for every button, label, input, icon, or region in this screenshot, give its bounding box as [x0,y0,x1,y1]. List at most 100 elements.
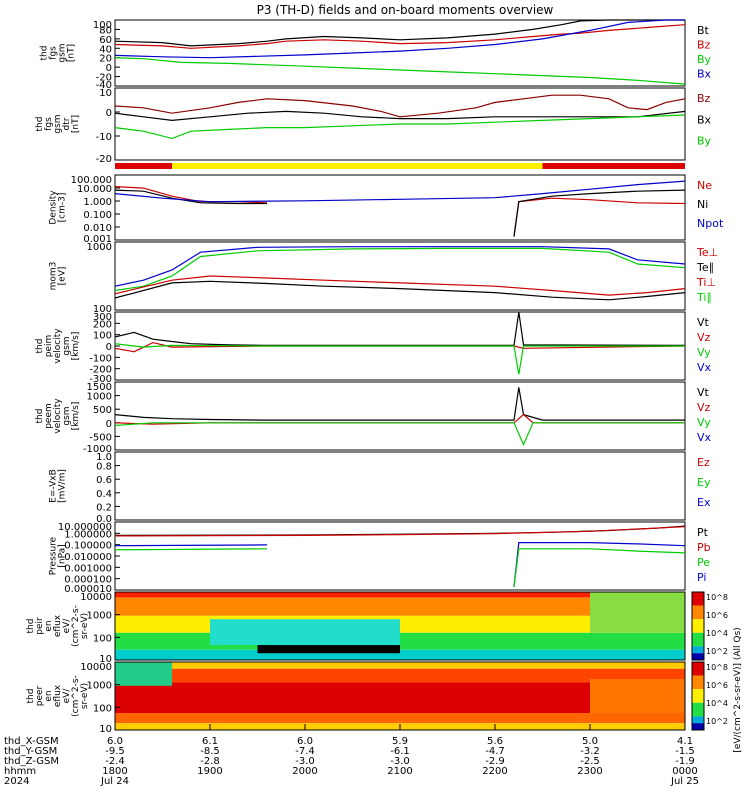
colorbar-frame [691,661,705,731]
y-axis-label: eflux [53,684,63,707]
spectrogram-band [590,679,685,713]
footer-value: -9.5 [105,746,125,757]
footer-value: -3.0 [390,756,410,767]
y-tick-label: 80 [99,25,112,36]
series-line [114,19,685,47]
legend-entry: Npot [697,217,724,230]
y-tick-label: 0 [106,419,112,430]
footer-value: -1.5 [675,746,695,757]
y-tick-label: 0.0 [96,514,112,525]
series-line [114,275,686,296]
colorbar-band [692,689,704,703]
series-line [114,548,268,551]
colorbar-band [692,619,704,633]
panel-frame [114,451,686,521]
y-tick-label: 0.001 [83,234,112,245]
footer-value: 0000 [672,766,697,777]
y-tick-label: 1000 [87,242,112,253]
legend-entry: Ni [697,198,708,211]
y-tick-label: 0 [106,108,112,119]
spectrogram-band [115,662,685,669]
legend-entry: Vt [697,316,710,329]
colorbar-band [692,653,704,660]
colorbar-tick: 10^2 [706,717,728,726]
y-axis-label: peem [44,403,54,429]
footer-value: 2100 [387,766,412,777]
legend-entry: Bx [697,113,712,126]
panel-8: 10.0000001.0000000.1000000.0100000.00100… [49,521,711,595]
legend-entry: Vt [697,386,710,399]
legend-entry: By [697,135,712,148]
y-tick-label: -200 [89,365,112,376]
y-axis-label: thd [26,619,36,634]
y-tick-label: -20 [96,154,112,165]
footer-value: 2200 [482,766,507,777]
y-axis-label: velocity [53,398,63,434]
y-axis-label: peer [35,685,45,706]
colorbar-tick: 10^4 [706,699,728,708]
y-tick-label: 100.000 [71,175,112,186]
y-axis-label: velocity [53,328,63,364]
legend-entry: Ne [697,179,712,192]
y-tick-label: 0.000010 [64,584,112,595]
legend-entry: Bx [697,68,712,81]
y-tick-label: 40 [99,44,112,55]
footer-row-label: thd_X-GSM [4,736,59,747]
y-tick-label: 0.8 [96,462,112,473]
y-tick-label: 10 [99,724,112,735]
y-axis-label: thd [40,46,50,61]
footer-value: 5.6 [487,736,503,747]
y-axis-label: sr-eV) [80,683,90,709]
y-tick-label: 0.6 [96,475,112,486]
y-axis-label: gsm [62,336,72,355]
y-axis-label: eflux [53,614,63,637]
y-tick-label: 100 [93,304,112,315]
footer-value: 1900 [197,766,222,777]
footer-value: -6.1 [390,746,410,757]
footer-value: 6.0 [297,736,313,747]
panel-2: 10 0 -10 -20 thd fgs gsm dtr [nT] Bz Bx By [35,87,712,165]
footer-date-end: Jul 25 [670,776,699,787]
series-line [114,422,685,447]
y-axis-label: fgs [49,46,59,60]
series-line [114,341,686,353]
y-tick-label: 10000 [80,592,112,603]
y-tick-label: 1.000000 [64,529,112,540]
region-bar-segment [542,163,685,169]
y-tick-label: 0.2 [96,502,112,513]
y-axis-label: (cm^2-s- [71,605,81,647]
spectrogram-band [257,645,400,654]
y-axis-label: [km/s] [71,332,81,361]
y-axis-label: fgs [44,117,54,131]
y-axis-label: eV/ [62,688,72,704]
footer-value: 2000 [292,766,317,777]
legend-entry: Pt [697,526,709,539]
series-line [114,246,686,287]
spectrogram-band [115,668,685,683]
series-line [114,24,686,49]
footer-value: 1800 [102,766,127,777]
y-tick-label: 0.010000 [64,552,112,563]
y-axis-label: [nT] [67,44,77,62]
y-axis-label: eV/ [62,618,72,634]
y-tick-label: 1000 [87,611,112,622]
y-axis-label: thd [35,117,45,132]
y-tick-label: 0.100 [83,210,112,221]
legend-entry: Vz [697,331,711,344]
legend-entry: Bz [697,39,711,52]
panel-frame [114,241,686,311]
series-line [114,19,685,59]
footer-value: 5.0 [582,736,598,747]
colorbar-tick: 10^4 [706,629,728,638]
y-tick-label: 1.000 [83,197,112,208]
legend-entry: Vy [697,346,711,359]
y-axis-label: thd [35,339,45,354]
y-axis-label: Density [49,190,59,225]
footer-value: -2.9 [485,756,505,767]
panel-4: 1000 100 mom3 [eV] Te⊥ Te∥ Ti⊥ Ti∥ [49,241,718,315]
colorbar-band [692,675,704,690]
series-line [114,57,686,85]
